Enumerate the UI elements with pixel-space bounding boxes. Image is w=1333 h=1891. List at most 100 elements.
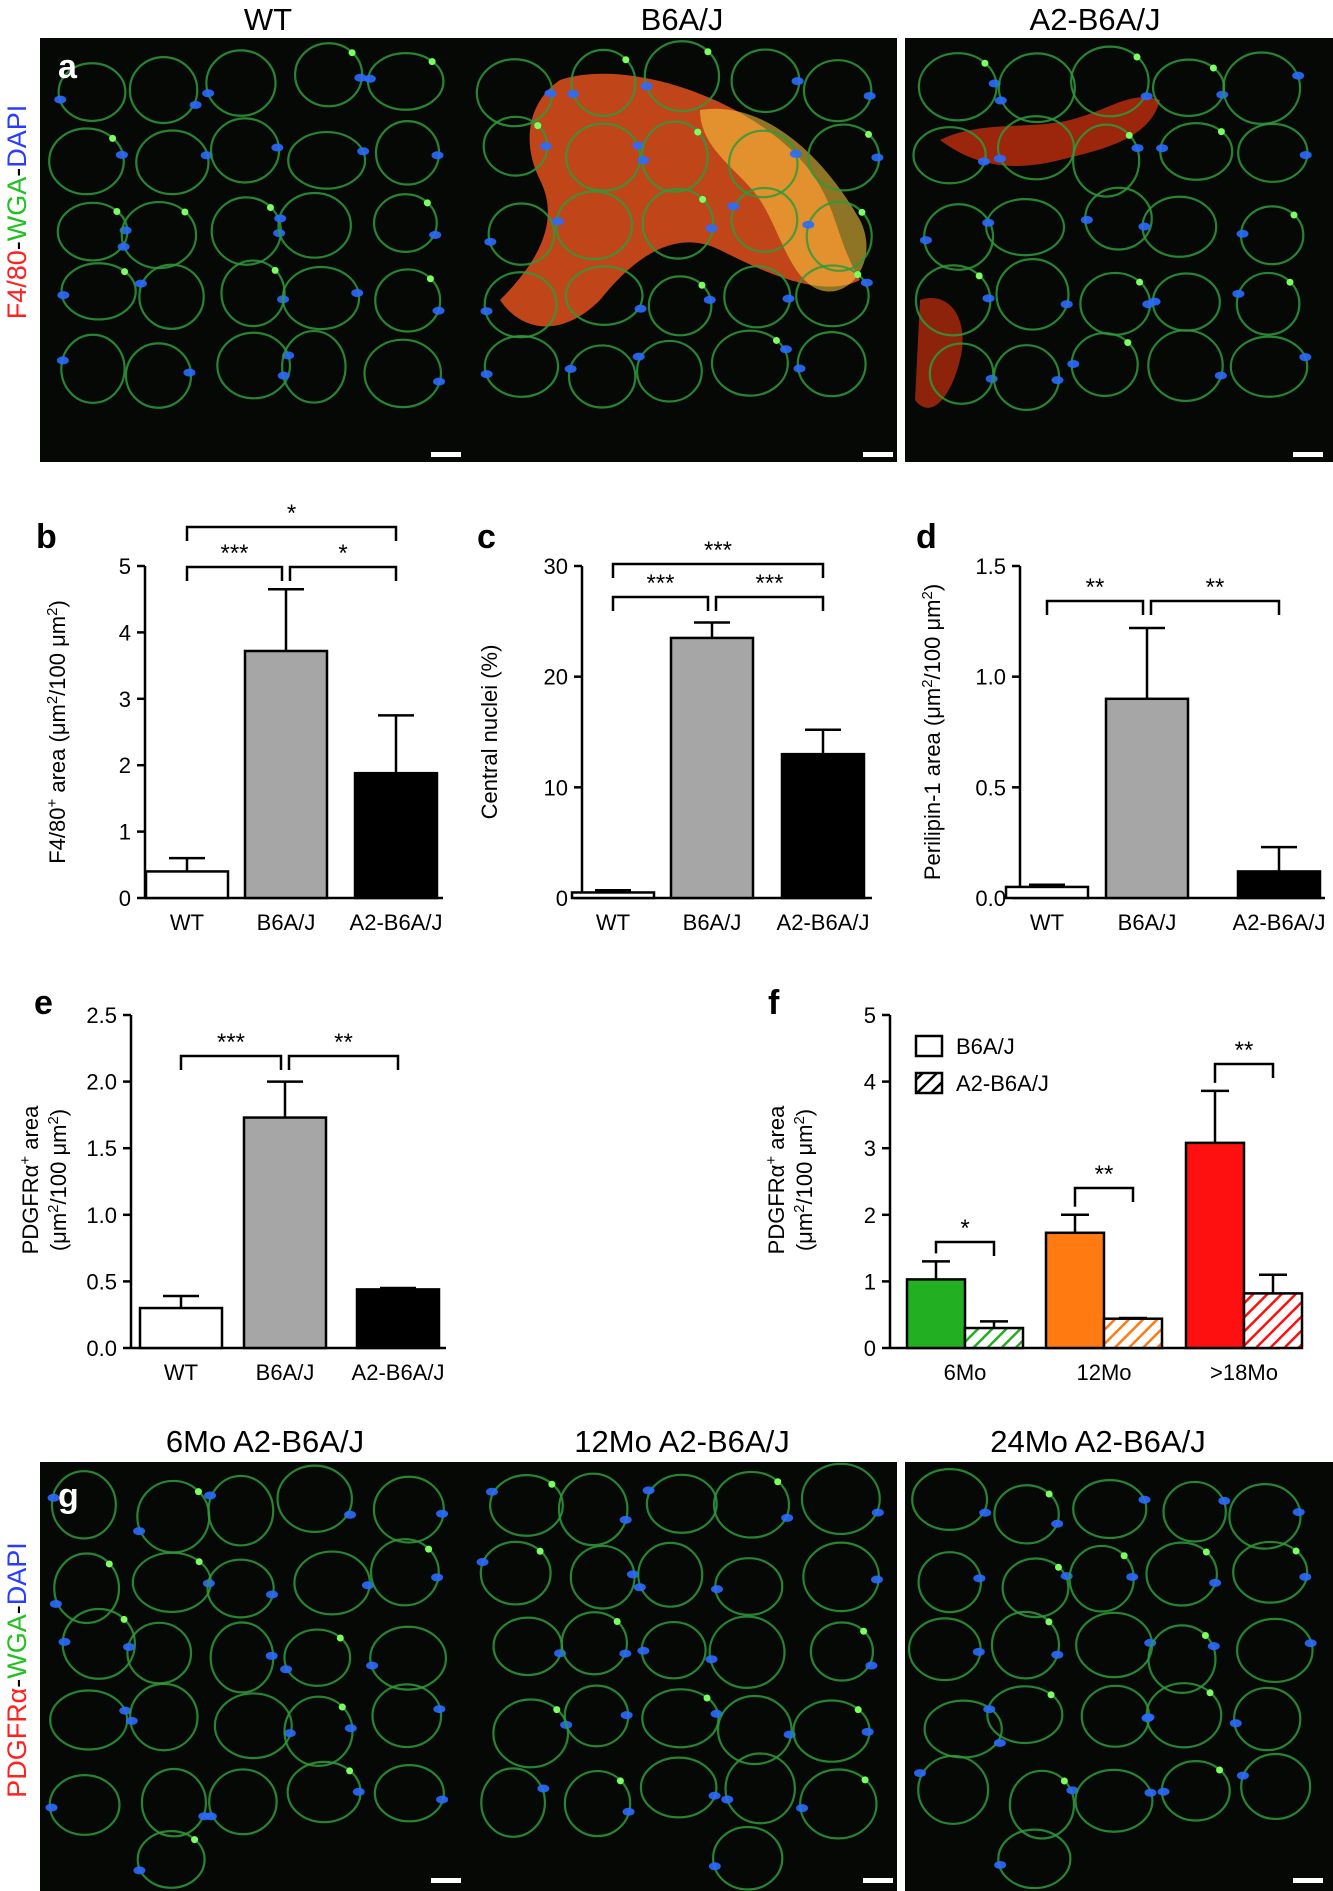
y-tick-label: 4 xyxy=(864,1070,876,1095)
nucleus-mark xyxy=(544,89,557,98)
nucleus-mark xyxy=(710,1585,723,1594)
nucleus-mark xyxy=(1207,1642,1220,1651)
nucleus-mark xyxy=(134,279,147,288)
significance-label: ** xyxy=(1206,574,1225,601)
wga-spot-mark xyxy=(1206,1689,1214,1697)
nucleus-mark xyxy=(1292,71,1305,80)
membrane-mark xyxy=(710,329,789,397)
bar-wt xyxy=(1004,885,1090,900)
stain-g-part: - xyxy=(2,1679,32,1688)
nucleus-mark xyxy=(1229,1719,1242,1728)
nucleus-mark xyxy=(982,294,995,303)
wga-spot-mark xyxy=(548,1480,556,1488)
membrane-mark xyxy=(1162,1480,1227,1543)
nucleus-mark xyxy=(789,149,802,158)
membrane-mark xyxy=(372,1475,445,1544)
y-tick-label: 1.5 xyxy=(975,554,1006,579)
membrane-mark xyxy=(372,193,438,253)
membrane-mark xyxy=(1232,1540,1309,1604)
nucleus-mark xyxy=(861,1727,874,1736)
wga-spot-mark xyxy=(426,275,434,283)
stain-a-part: - xyxy=(2,168,32,177)
nucleus-mark xyxy=(1067,359,1080,368)
significance-bracket xyxy=(185,525,398,541)
membrane-mark xyxy=(641,1688,720,1749)
nucleus-mark xyxy=(344,1510,357,1519)
legend-label: A2-B6A/J xyxy=(956,1071,1049,1096)
membrane-mark xyxy=(220,259,286,328)
membrane-mark xyxy=(48,127,125,196)
nucleus-mark xyxy=(1209,1578,1222,1587)
micrograph-6mo xyxy=(40,1462,499,1891)
nucleus-mark xyxy=(1080,215,1093,224)
nucleus-mark xyxy=(567,89,580,98)
membrane-mark xyxy=(1072,123,1141,198)
nucleus-mark xyxy=(1138,1495,1151,1504)
y-tick-label: 3 xyxy=(864,1136,876,1161)
bar-b6a-j-1 xyxy=(1044,1231,1106,1350)
nucleus-mark xyxy=(782,294,795,303)
nucleus-mark xyxy=(860,278,873,287)
membrane-mark xyxy=(492,1698,570,1769)
wga-spot-mark xyxy=(1060,1777,1068,1785)
significance-bracket xyxy=(1149,599,1281,615)
header-wt: WT xyxy=(244,2,292,37)
legend-swatch xyxy=(914,1034,944,1058)
nucleus-mark xyxy=(632,352,645,361)
nucleus-mark xyxy=(1216,90,1229,99)
wga-spot-mark xyxy=(1286,278,1294,286)
y-tick-label: 20 xyxy=(544,665,568,690)
nucleus-mark xyxy=(1218,1496,1231,1505)
membrane-mark xyxy=(216,331,292,400)
nucleus-mark xyxy=(45,1803,58,1812)
membrane-mark xyxy=(213,1692,293,1760)
nucleus-mark xyxy=(1126,1572,1139,1581)
nucleus-mark xyxy=(705,1655,718,1664)
nucleus-mark xyxy=(564,364,577,373)
bar-wt xyxy=(570,891,656,900)
nucleus-mark xyxy=(436,1795,449,1804)
membrane-mark xyxy=(809,1621,875,1682)
significance-bracket xyxy=(1045,599,1145,615)
membrane-mark xyxy=(802,59,873,123)
y-tick-label: 1 xyxy=(864,1269,876,1294)
nucleus-mark xyxy=(973,1574,986,1583)
nucleus-mark xyxy=(204,1812,217,1821)
membrane-mark xyxy=(1145,1541,1219,1607)
membrane-mark xyxy=(712,1825,784,1891)
nucleus-mark xyxy=(708,1862,721,1871)
scale-bar xyxy=(863,452,893,457)
nucleus-mark xyxy=(619,1515,632,1524)
wga-spot-mark xyxy=(1202,1548,1210,1556)
nucleus-mark xyxy=(1299,1572,1312,1581)
membrane-mark xyxy=(140,1767,208,1838)
header-12mo: 12Mo A2-B6A/J xyxy=(574,1424,789,1459)
significance-label: *** xyxy=(217,1029,245,1056)
membrane-mark xyxy=(483,271,558,339)
significance-bracket xyxy=(611,562,825,578)
nucleus-mark xyxy=(983,1705,996,1714)
nucleus-mark xyxy=(56,356,69,365)
membrane-mark xyxy=(1222,51,1302,125)
nucleus-mark xyxy=(133,1866,146,1875)
header-a2-b6aj: A2-B6A/J xyxy=(1030,2,1161,37)
bar-a2-b6a-j-2 xyxy=(1242,1292,1304,1350)
x-tick-label: A2-B6A/J xyxy=(1233,910,1326,935)
membrane-mark xyxy=(635,339,703,403)
membrane-mark xyxy=(281,265,361,331)
bar-b6a-j xyxy=(1104,697,1190,900)
y-tick-label: 3 xyxy=(119,687,131,712)
wga-spot-mark xyxy=(428,58,436,66)
nucleus-mark xyxy=(551,217,564,226)
nucleus-mark xyxy=(476,1558,489,1567)
nucleus-mark xyxy=(431,1573,444,1582)
stain-a-part: WGA xyxy=(2,177,32,242)
membrane-mark xyxy=(205,49,277,117)
x-tick-label: A2-B6A/J xyxy=(777,910,870,935)
nucleus-mark xyxy=(913,1769,926,1778)
panel-letter-g: g xyxy=(58,1477,79,1515)
panel-letter-d: d xyxy=(916,518,937,556)
membrane-mark xyxy=(727,129,799,199)
membrane-mark xyxy=(283,1628,352,1687)
wga-spot-mark xyxy=(181,208,189,216)
